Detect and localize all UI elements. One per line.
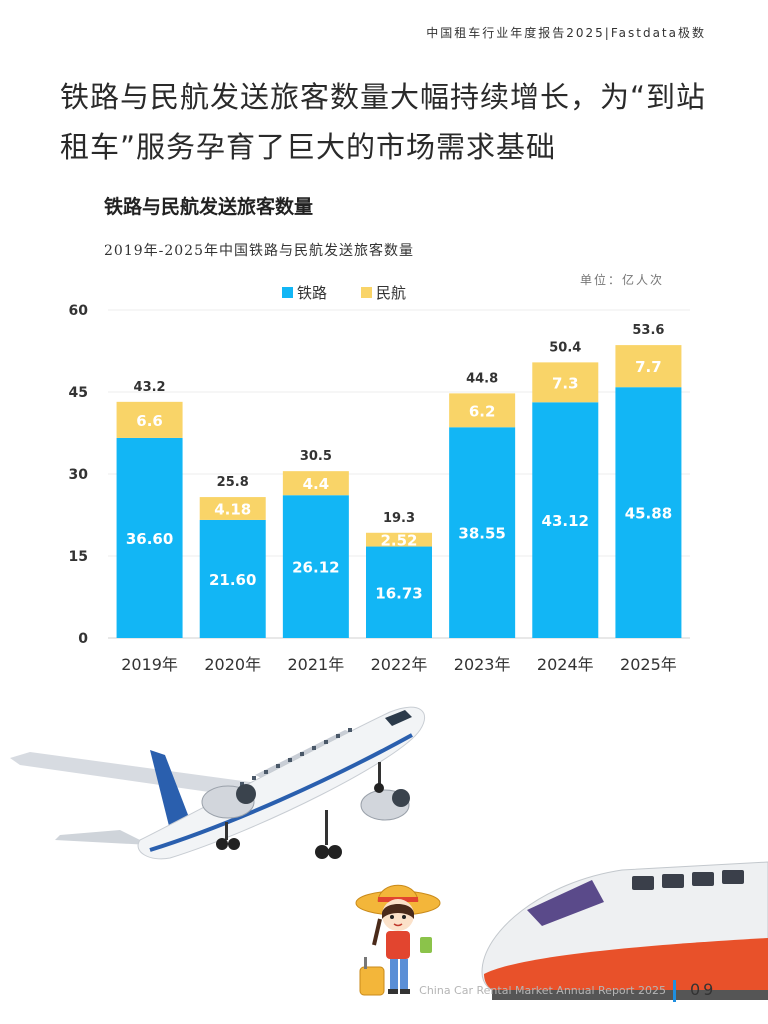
data-label-rail: 45.88 xyxy=(625,505,672,523)
y-tick-label: 0 xyxy=(78,631,88,647)
total-label: 50.4 xyxy=(549,340,581,355)
data-label-air: 7.3 xyxy=(552,374,579,392)
data-label-air: 7.7 xyxy=(635,358,662,376)
y-tick-label: 60 xyxy=(69,303,89,319)
data-label-rail: 43.12 xyxy=(542,512,589,530)
total-label: 53.6 xyxy=(632,323,664,338)
bar-rail xyxy=(366,546,432,638)
bar-rail xyxy=(449,427,516,638)
data-label-rail: 38.55 xyxy=(458,525,505,543)
legend-item-air: 民航 xyxy=(361,282,406,303)
data-label-rail: 16.73 xyxy=(375,584,422,602)
data-label-air: 4.18 xyxy=(214,500,251,518)
x-tick-label: 2023年 xyxy=(454,655,511,674)
legend-swatch-rail xyxy=(282,287,293,298)
legend-label-air: 民航 xyxy=(376,284,407,302)
unit-label: 单位：亿人次 xyxy=(580,273,665,287)
bar-rail xyxy=(615,387,682,638)
data-label-air: 6.2 xyxy=(469,402,496,420)
bar-air xyxy=(199,497,266,520)
data-label-rail: 26.12 xyxy=(292,559,339,577)
x-tick-label: 2024年 xyxy=(537,655,594,674)
stacked-bar-chart: 0 15 30 45 60 36.60 6.6 43.2 2019年 21.60 4.18 25.8 2… xyxy=(69,303,690,674)
total-label: 30.5 xyxy=(300,449,332,464)
x-tick-label: 2020年 xyxy=(204,655,261,674)
data-label-air: 4.4 xyxy=(303,475,330,493)
x-tick-label: 2019年 xyxy=(121,655,178,674)
y-tick-label: 15 xyxy=(69,549,88,565)
y-tick-label: 30 xyxy=(69,467,89,483)
footer-report-name: China Car Rental Market Annual Report 20… xyxy=(419,984,666,997)
chart-subtitle: 2019年-2025年中国铁路与民航发送旅客数量 xyxy=(104,243,414,259)
x-tick-label: 2021年 xyxy=(287,655,344,674)
bar-air xyxy=(366,532,432,547)
data-label-air: 2.52 xyxy=(380,532,417,550)
legend-item-rail: 铁路 xyxy=(282,282,327,303)
page-headline: 铁路与民航发送旅客数量大幅持续增长，为“到站租车”服务孕育了巨大的市场需求基础 xyxy=(60,80,707,164)
traveller-girl-icon xyxy=(355,884,441,996)
data-label-rail: 21.60 xyxy=(209,571,256,589)
bar-rail xyxy=(532,402,599,638)
y-tick-label: 45 xyxy=(69,385,88,401)
legend-label-rail: 铁路 xyxy=(297,284,328,302)
page-number: 09 xyxy=(690,980,717,999)
x-tick-label: 2025年 xyxy=(620,655,677,674)
bar-rail xyxy=(116,437,183,638)
total-label: 44.8 xyxy=(466,371,498,386)
data-label-rail: 36.60 xyxy=(126,530,173,548)
airplane-icon xyxy=(10,706,426,860)
legend-swatch-air xyxy=(361,287,373,298)
x-tick-label: 2022年 xyxy=(371,655,428,674)
chart-legend: 铁路 民航 xyxy=(282,282,406,303)
bar-air xyxy=(449,393,516,428)
chart-title: 铁路与民航发送旅客数量 xyxy=(104,196,314,218)
bar-air xyxy=(282,471,349,496)
bar-air xyxy=(532,362,599,403)
bar-air xyxy=(615,345,682,388)
total-label: 43.2 xyxy=(134,380,166,395)
bullet-train-icon xyxy=(481,861,768,1000)
bar-rail xyxy=(199,519,266,638)
footer-divider xyxy=(673,980,676,1002)
total-label: 19.3 xyxy=(383,511,415,526)
total-label: 25.8 xyxy=(217,475,249,490)
report-header: 中国租车行业年度报告2025|Fastdata极数 xyxy=(426,26,706,40)
bar-rail xyxy=(282,495,349,638)
data-label-air: 6.6 xyxy=(136,412,163,430)
bar-air xyxy=(116,401,183,438)
